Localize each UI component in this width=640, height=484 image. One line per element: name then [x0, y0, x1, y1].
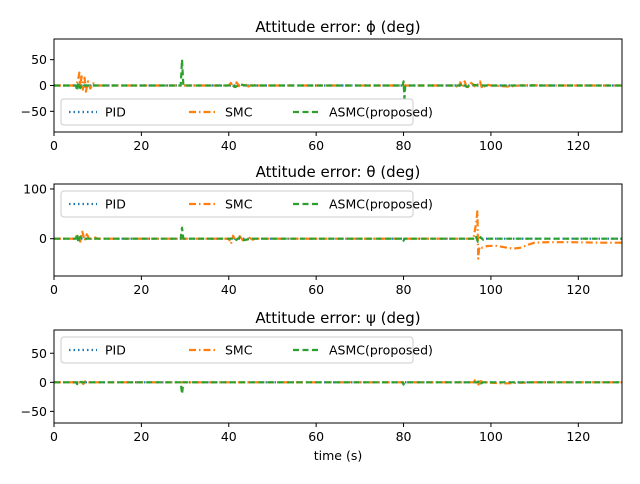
y-tick-label: −50: [21, 404, 47, 419]
x-tick-label: 120: [566, 138, 590, 153]
x-tick-label: 100: [479, 138, 503, 153]
legend-label: PID: [105, 343, 126, 358]
series-line-smc: [54, 71, 622, 93]
series-group: [54, 210, 622, 260]
y-tick-label: 0: [39, 78, 47, 93]
axes-frame: [53, 329, 623, 424]
x-tick-label: 20: [133, 429, 149, 444]
x-tick-label: 60: [308, 429, 324, 444]
series-line-smc: [54, 210, 622, 260]
legend-label: PID: [105, 197, 126, 212]
x-tick-label: 120: [566, 282, 590, 297]
y-tick-label: 0: [39, 375, 47, 390]
y-tick-label: 50: [31, 346, 47, 361]
legend-label: PID: [105, 105, 126, 120]
x-tick-label: 40: [221, 138, 237, 153]
x-tick-label: 20: [133, 138, 149, 153]
x-tick-label: 40: [221, 429, 237, 444]
legend-label: SMC: [225, 197, 253, 212]
chart-title: Attitude error: ϕ (deg): [255, 18, 420, 36]
x-tick-label: 0: [50, 138, 58, 153]
x-tick-label: 40: [221, 282, 237, 297]
x-tick-label: 60: [308, 282, 324, 297]
x-tick-label: 60: [308, 138, 324, 153]
series-group: [54, 378, 622, 396]
x-tick-label: 0: [50, 282, 58, 297]
x-tick-label: 0: [50, 429, 58, 444]
axes-frame: [53, 183, 623, 277]
y-tick-label: 50: [31, 52, 47, 67]
chart-title: Attitude error: ψ (deg): [255, 309, 420, 327]
legend-label: SMC: [225, 105, 253, 120]
x-tick-label: 100: [479, 429, 503, 444]
legend-label: ASMC(proposed): [329, 105, 433, 120]
y-tick-label: −50: [21, 104, 47, 119]
legend: PID SMC ASMC(proposed): [60, 336, 433, 364]
subplot-1: 0 20 40 60 80 100 120 −50 0 50 Attitude error: ϕ (…: [21, 18, 623, 153]
legend: PID SMC ASMC(proposed): [60, 98, 433, 126]
legend-box: [60, 190, 414, 218]
subplot-2: 0 20 40 60 80 100 120 0 100 Attitude error: θ (de…: [23, 163, 623, 297]
x-tick-label: 100: [479, 282, 503, 297]
series-line-asmc-proposed-: [54, 226, 622, 244]
x-tick-label: 80: [396, 429, 412, 444]
legend: PID SMC ASMC(proposed): [60, 190, 433, 218]
chart-title: Attitude error: θ (deg): [256, 163, 421, 181]
legend-label: ASMC(proposed): [329, 343, 433, 358]
x-tick-label: 20: [133, 282, 149, 297]
legend-label: SMC: [225, 343, 253, 358]
x-axis-label: time (s): [314, 448, 362, 463]
series-group: [54, 58, 622, 100]
x-tick-label: 120: [566, 429, 590, 444]
series-line-asmc-proposed-: [54, 58, 622, 100]
y-tick-label: 100: [23, 181, 47, 196]
x-tick-label: 80: [396, 138, 412, 153]
legend-box: [60, 98, 414, 126]
legend-label: ASMC(proposed): [329, 197, 433, 212]
x-tick-label: 80: [396, 282, 412, 297]
legend-box: [60, 336, 414, 364]
y-tick-label: 0: [39, 231, 47, 246]
